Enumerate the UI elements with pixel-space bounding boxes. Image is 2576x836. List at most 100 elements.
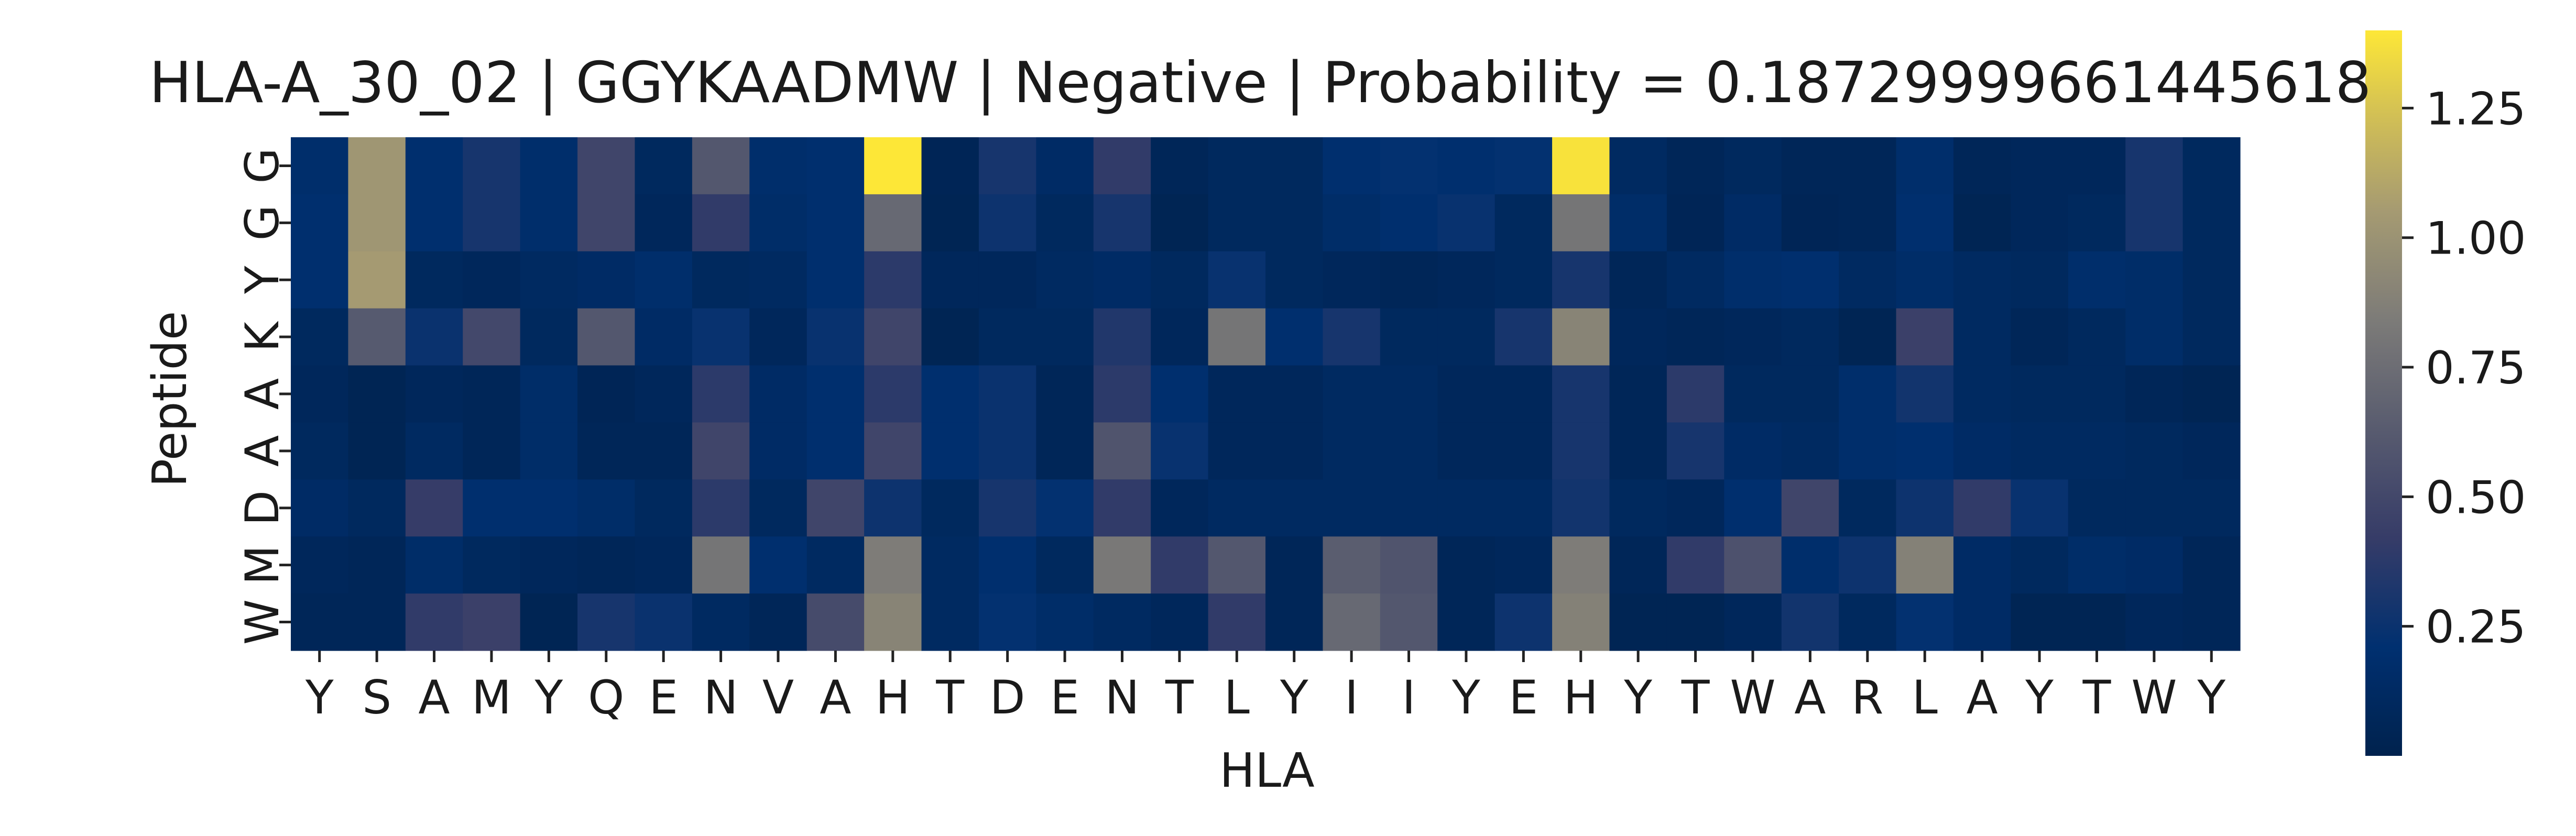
- heatmap-cell: [1781, 593, 1839, 651]
- heatmap-cell: [1552, 194, 1610, 252]
- heatmap-cell: [1151, 479, 1209, 537]
- heatmap-cell: [1380, 251, 1438, 309]
- heatmap-cell: [1151, 365, 1209, 423]
- heatmap-cell: [692, 194, 750, 252]
- heatmap-cell: [1953, 194, 2011, 252]
- heatmap-cell: [1093, 422, 1151, 480]
- heatmap-cell: [864, 308, 922, 366]
- x-tick-label: E: [649, 670, 678, 724]
- heatmap-cell: [1494, 593, 1553, 651]
- heatmap-cell: [1666, 422, 1724, 480]
- heatmap-cell: [2068, 536, 2126, 594]
- heatmap-cell: [2125, 536, 2184, 594]
- heatmap-cell: [1953, 251, 2011, 309]
- heatmap-cell: [864, 251, 922, 309]
- heatmap-cell: [692, 536, 750, 594]
- x-tick-label: L: [1912, 670, 1938, 724]
- heatmap-cell: [1552, 422, 1610, 480]
- heatmap-cell: [1437, 593, 1496, 651]
- heatmap-cell: [1609, 422, 1667, 480]
- heatmap-cell: [1265, 308, 1324, 366]
- heatmap-cell: [405, 593, 463, 651]
- heatmap-cell: [520, 194, 578, 252]
- y-axis-label: Peptide: [143, 311, 198, 487]
- x-tick-label: E: [1050, 670, 1079, 724]
- heatmap-cell: [2125, 422, 2184, 480]
- heatmap-cell: [405, 422, 463, 480]
- y-tick-label: G: [235, 148, 289, 183]
- heatmap-cell: [1323, 422, 1381, 480]
- y-tick-label: K: [235, 321, 289, 352]
- heatmap-cell: [463, 308, 521, 366]
- x-tick-label: A: [418, 670, 450, 724]
- heatmap-cell: [2011, 194, 2069, 252]
- heatmap-cell: [463, 593, 521, 651]
- heatmap-cell: [1724, 365, 1782, 423]
- x-tick-label: N: [1105, 670, 1140, 724]
- heatmap-cell: [1093, 593, 1151, 651]
- heatmap-cell: [463, 365, 521, 423]
- heatmap-cell: [1380, 194, 1438, 252]
- x-tick-label: V: [762, 670, 794, 724]
- heatmap-cell: [1093, 308, 1151, 366]
- y-tick-label: A: [235, 435, 289, 467]
- heatmap-cell: [1380, 479, 1438, 537]
- heatmap-cell: [2182, 479, 2241, 537]
- heatmap-cell: [1724, 593, 1782, 651]
- heatmap-cell: [635, 308, 693, 366]
- heatmap-cell: [1380, 536, 1438, 594]
- heatmap-cell: [1265, 137, 1324, 195]
- heatmap-cell: [1839, 479, 1897, 537]
- colorbar-gradient: [2365, 30, 2402, 756]
- heatmap-cell: [2011, 308, 2069, 366]
- heatmap-cell: [692, 308, 750, 366]
- heatmap-cell: [577, 479, 636, 537]
- heatmap-cell: [1781, 479, 1839, 537]
- heatmap-cell: [1724, 536, 1782, 594]
- heatmap-cell: [2182, 308, 2241, 366]
- heatmap-cell: [921, 422, 979, 480]
- heatmap-cell: [2182, 365, 2241, 423]
- heatmap-cell: [1666, 593, 1724, 651]
- heatmap-cell: [1494, 479, 1553, 537]
- x-tick-label: T: [2082, 670, 2112, 724]
- heatmap-cell: [1781, 365, 1839, 423]
- heatmap-cell: [405, 365, 463, 423]
- y-tick-label: Y: [235, 266, 289, 294]
- heatmap-cell: [2182, 422, 2241, 480]
- heatmap-cell: [348, 137, 406, 195]
- heatmap-cell: [1036, 137, 1094, 195]
- heatmap-cell: [1953, 308, 2011, 366]
- heatmap-cell: [978, 593, 1036, 651]
- x-tick-label: Y: [2025, 670, 2054, 724]
- x-tick-label: Y: [1280, 670, 1308, 724]
- heatmap-cell: [1265, 194, 1324, 252]
- heatmap-cell: [577, 251, 636, 309]
- heatmap-cell: [921, 194, 979, 252]
- heatmap-cell: [2182, 593, 2241, 651]
- heatmap-cell: [2182, 137, 2241, 195]
- x-tick-label: Y: [305, 670, 334, 724]
- heatmap-cell: [1781, 536, 1839, 594]
- heatmap-cell: [1724, 422, 1782, 480]
- heatmap-cell: [635, 137, 693, 195]
- heatmap-cell: [1666, 536, 1724, 594]
- heatmap-cell: [806, 536, 865, 594]
- heatmap-cell: [749, 194, 807, 252]
- heatmap-cell: [1380, 593, 1438, 651]
- heatmap-cell: [1494, 137, 1553, 195]
- heatmap-cell: [1380, 137, 1438, 195]
- heatmap-cell: [1036, 251, 1094, 309]
- heatmap-cell: [806, 479, 865, 537]
- heatmap-cell: [1437, 251, 1496, 309]
- heatmap-cell: [978, 479, 1036, 537]
- heatmap-cell: [2011, 422, 2069, 480]
- heatmap-cell: [1208, 251, 1266, 309]
- colorbar-tick-label: 1.25: [2426, 83, 2526, 135]
- x-axis-label: HLA: [1219, 743, 1314, 798]
- heatmap-cell: [1781, 251, 1839, 309]
- heatmap-cell: [1552, 593, 1610, 651]
- heatmap-cell: [2068, 308, 2126, 366]
- colorbar-tick-label: 1.00: [2426, 213, 2526, 265]
